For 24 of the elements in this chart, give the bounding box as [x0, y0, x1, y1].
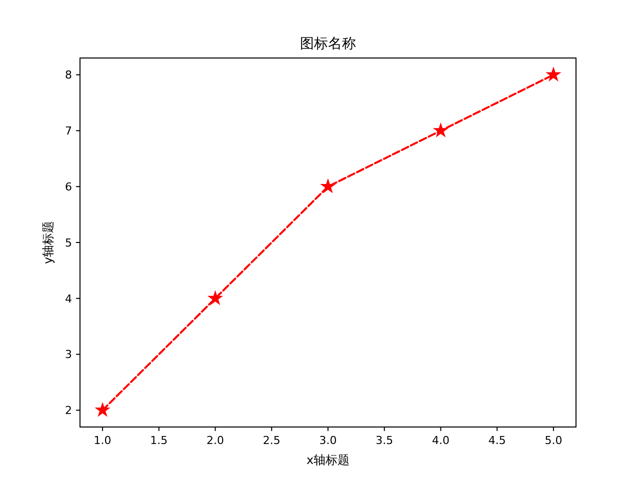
x-tick-label: 4.0 — [432, 434, 450, 447]
x-tick-label: 1.5 — [150, 434, 168, 447]
y-axis-title: y轴标题 — [41, 220, 55, 264]
y-tick-label: 3 — [65, 348, 72, 362]
x-tick-label: 2.5 — [262, 434, 280, 447]
x-axis-title: x轴标题 — [306, 453, 350, 467]
y-tick-label: 4 — [65, 292, 72, 306]
point — [546, 68, 560, 81]
y-tick-label: 7 — [65, 124, 72, 138]
x-tick-label: 3.0 — [319, 434, 337, 447]
y-tick-label: 5 — [65, 236, 72, 250]
y-tick-label: 2 — [65, 404, 72, 418]
x-tick-label: 3.5 — [376, 434, 394, 447]
point — [208, 291, 222, 304]
x-tick-label: 4.5 — [488, 434, 506, 447]
chart-title: 图标名称 — [300, 36, 356, 52]
point — [434, 124, 448, 137]
x-tick-label: 1.0 — [94, 434, 112, 447]
point — [321, 179, 335, 192]
x-tick-label: 2.0 — [206, 434, 224, 447]
y-tick-label: 6 — [65, 180, 72, 194]
point — [96, 403, 110, 416]
y-tick-label: 8 — [65, 68, 72, 82]
x-tick-label: 5.0 — [544, 434, 562, 447]
